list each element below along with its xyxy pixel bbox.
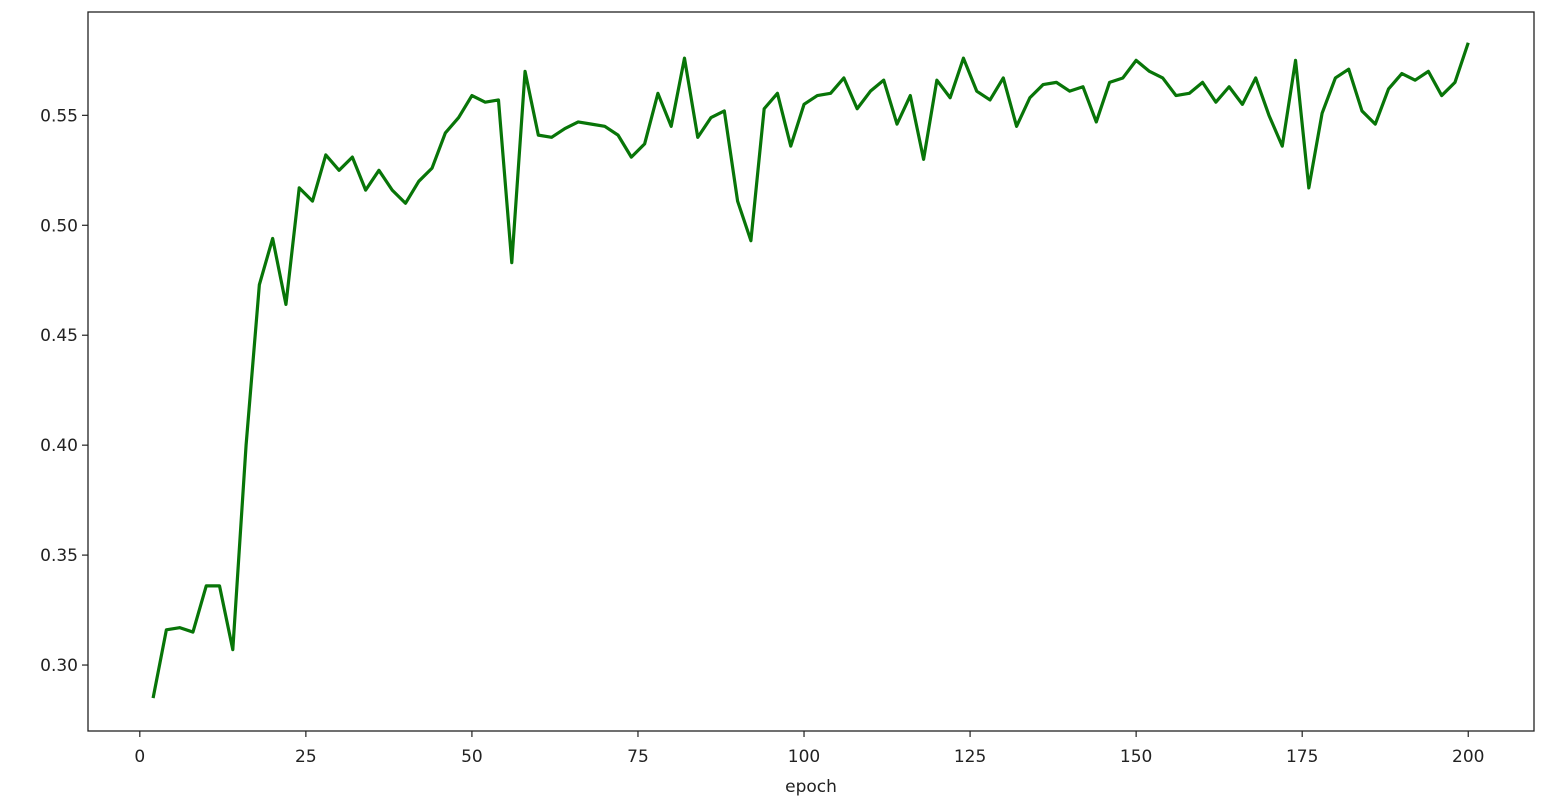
series-line <box>153 43 1468 698</box>
x-tick-label: 200 <box>1452 747 1484 767</box>
plot-frame <box>88 12 1534 731</box>
y-tick-label: 0.40 <box>40 436 78 456</box>
x-tick-label: 75 <box>627 747 649 767</box>
x-tick-label: 100 <box>788 747 820 767</box>
x-tick-label: 50 <box>461 747 483 767</box>
x-tick-label: 175 <box>1286 747 1318 767</box>
y-tick-label: 0.35 <box>40 546 78 566</box>
x-tick-label: 0 <box>134 747 145 767</box>
y-tick-label: 0.45 <box>40 326 78 346</box>
x-tick-label: 125 <box>954 747 986 767</box>
x-axis-label: epoch <box>785 777 837 797</box>
x-tick-label: 150 <box>1120 747 1152 767</box>
x-tick-label: 25 <box>295 747 317 767</box>
y-tick-label: 0.30 <box>40 656 78 676</box>
y-tick-label: 0.55 <box>40 106 78 126</box>
y-tick-label: 0.50 <box>40 216 78 236</box>
